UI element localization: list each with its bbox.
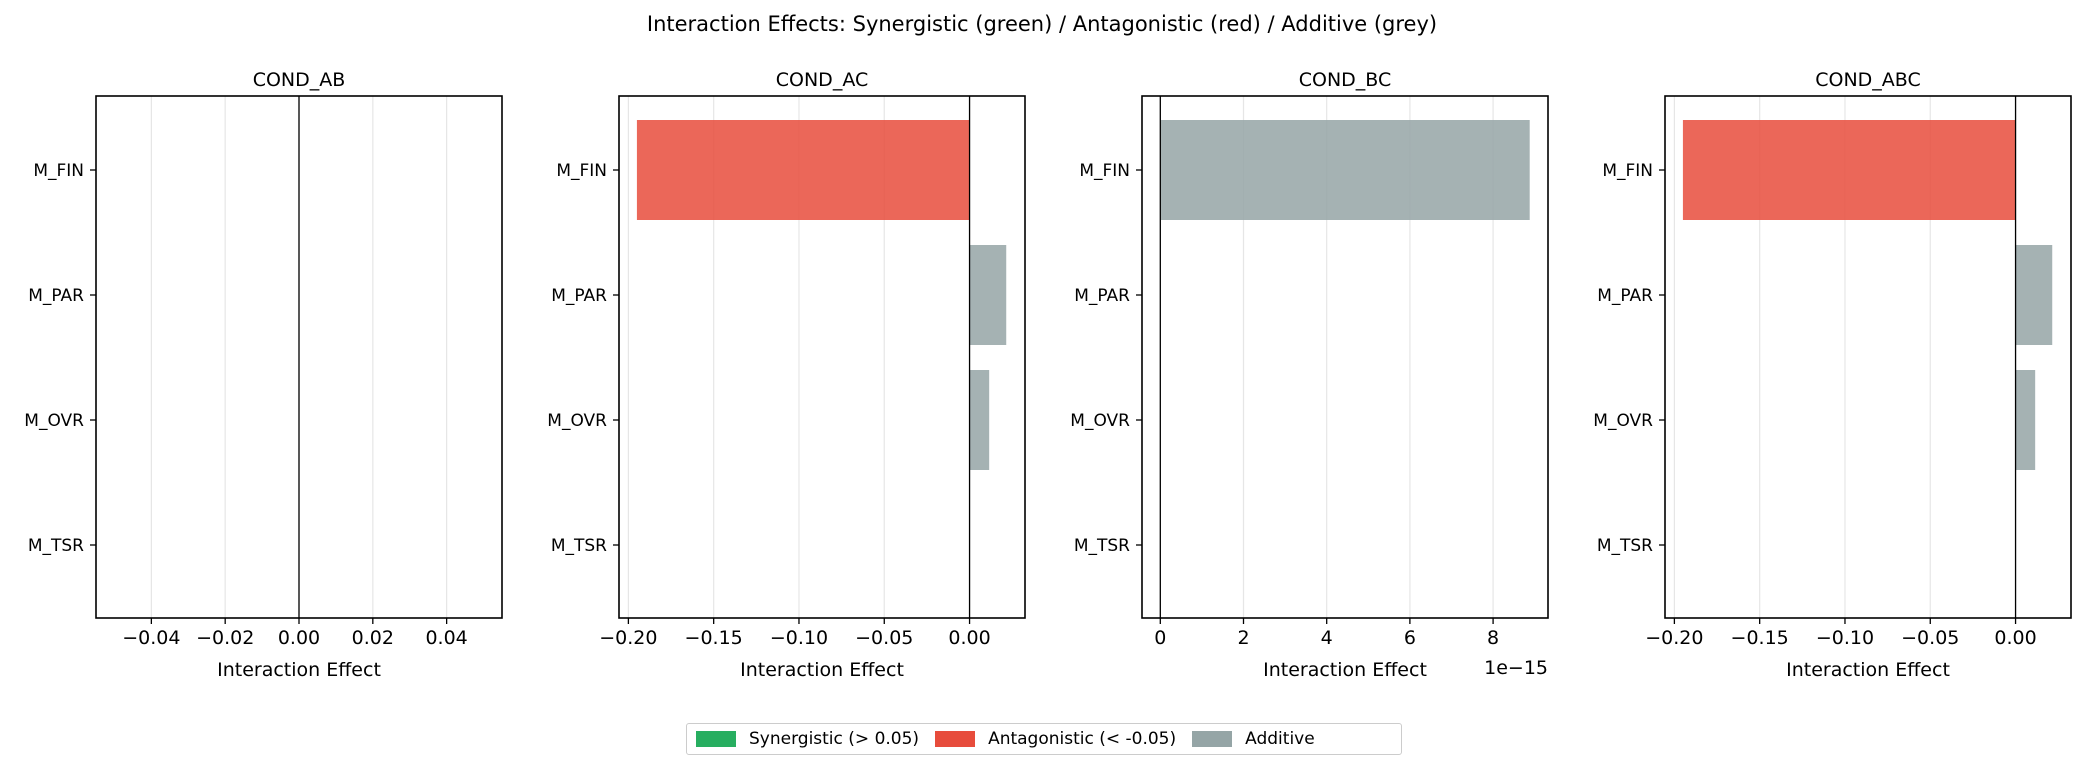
chart-cond-ac-xtick-label-3: −0.05 xyxy=(855,627,913,649)
chart-cond-ab-xlabel: Interaction Effect xyxy=(217,659,381,681)
chart-cond-abc-panel: M_FIN M_PAR M_OVR M_TSR −0.20 −0.15 −0.10 −0.05… xyxy=(1593,69,2072,681)
legend-swatch-additive xyxy=(1192,731,1233,747)
chart-cond-ac-title: COND_AC xyxy=(776,69,869,91)
chart-cond-ab-ytick-label-m-par: M_PAR xyxy=(28,286,84,306)
legend-swatch-antagonistic xyxy=(935,731,976,747)
chart-cond-bc-xtick-label-1: 2 xyxy=(1237,627,1249,649)
chart-cond-bc-xtick-label-4: 8 xyxy=(1487,627,1499,649)
legend-item-additive: Additive xyxy=(1188,729,1315,749)
chart-cond-abc-xtick-label-2: −0.10 xyxy=(1816,627,1874,649)
chart-cond-bc-xtick-label-2: 4 xyxy=(1321,627,1333,649)
chart-cond-abc-bar-m-par xyxy=(2015,245,2053,345)
chart-cond-ac-xtick-label-4: 0.00 xyxy=(948,627,990,649)
chart-cond-ac-xtick-label-2: −0.10 xyxy=(770,627,828,649)
chart-cond-abc-xtick-label-3: −0.05 xyxy=(1901,627,1959,649)
chart-cond-ab-ytick-label-m-fin: M_FIN xyxy=(33,161,84,181)
chart-cond-abc-ytick-label-m-ovr: M_OVR xyxy=(1593,411,1653,431)
chart-cond-abc-ytick-label-m-tsr: M_TSR xyxy=(1597,536,1653,556)
legend: Synergistic (> 0.05) Antagonistic (< -0.… xyxy=(686,723,1402,755)
chart-cond-bc-ytick-label-m-ovr: M_OVR xyxy=(1070,411,1130,431)
chart-cond-ac-ytick-label-m-ovr: M_OVR xyxy=(547,411,607,431)
chart-cond-abc-title: COND_ABC xyxy=(1815,69,1921,91)
chart-cond-ac-panel: M_FIN M_PAR M_OVR M_TSR −0.20 −0.15 −0.10 −0.05… xyxy=(547,69,1026,681)
chart-cond-ac-ytick-label-m-fin: M_FIN xyxy=(556,161,607,181)
chart-cond-abc-xlabel: Interaction Effect xyxy=(1786,659,1950,681)
legend-swatch-synergistic xyxy=(696,731,736,747)
chart-cond-bc-ytick-label-m-fin: M_FIN xyxy=(1079,161,1130,181)
chart-cond-ab-ytick-label-m-tsr: M_TSR xyxy=(28,536,84,556)
chart-cond-abc-ytick-label-m-par: M_PAR xyxy=(1597,286,1653,306)
chart-cond-ac-xtick-label-1: −0.15 xyxy=(685,627,743,649)
chart-cond-ab-xtick-label-2: 0.00 xyxy=(278,627,320,649)
chart-cond-abc-bar-m-fin xyxy=(1682,120,2016,220)
chart-cond-bc-panel: M_FIN M_PAR M_OVR M_TSR 0 2 4 6 8 COND_BC Interact… xyxy=(1070,69,1549,681)
legend-item-synergistic: Synergistic (> 0.05) xyxy=(692,729,919,749)
chart-cond-ac-xtick-label-0: −0.20 xyxy=(599,627,657,649)
chart-cond-ab-panel: M_FIN M_PAR M_OVR M_TSR −0.04 −0.02 0.00 0.02 0.… xyxy=(24,69,503,681)
chart-cond-bc-xtick-label-3: 6 xyxy=(1404,627,1416,649)
chart-cond-abc-xtick-label-1: −0.15 xyxy=(1731,627,1789,649)
chart-cond-ac-axes-frame xyxy=(618,95,1026,619)
chart-cond-ab-title: COND_AB xyxy=(253,69,346,91)
chart-cond-abc-xtick-label-4: 0.00 xyxy=(1994,627,2036,649)
chart-cond-ab-xtick-label-1: −0.02 xyxy=(196,627,254,649)
chart-cond-abc-ytick-label-m-fin: M_FIN xyxy=(1602,161,1653,181)
chart-cond-ab-xtick-label-4: 0.04 xyxy=(425,627,467,649)
chart-cond-abc-axes-frame xyxy=(1664,95,2072,619)
chart-cond-bc-xlabel: Interaction Effect xyxy=(1263,659,1427,681)
chart-cond-bc-ytick-label-m-tsr: M_TSR xyxy=(1074,536,1130,556)
chart-cond-ac-ytick-label-m-tsr: M_TSR xyxy=(551,536,607,556)
chart-cond-ab-xtick-label-0: −0.04 xyxy=(122,627,180,649)
legend-label-additive: Additive xyxy=(1245,729,1315,749)
chart-cond-ab-ytick-label-m-ovr: M_OVR xyxy=(24,411,84,431)
legend-label-antagonistic: Antagonistic (< -0.05) xyxy=(988,729,1177,749)
chart-cond-bc-xtick-label-0: 0 xyxy=(1154,627,1166,649)
figure-suptitle: Interaction Effects: Synergistic (green)… xyxy=(647,12,1437,36)
chart-cond-ac-xlabel: Interaction Effect xyxy=(740,659,904,681)
chart-cond-bc-title: COND_BC xyxy=(1299,69,1392,91)
chart-cond-abc-xtick-label-0: −0.20 xyxy=(1645,627,1703,649)
chart-cond-bc-ytick-label-m-par: M_PAR xyxy=(1074,286,1130,306)
chart-cond-abc-bar-m-ovr xyxy=(2015,370,2036,470)
chart-cond-ac-bar-m-fin xyxy=(636,120,970,220)
chart-cond-ab-xtick-label-3: 0.02 xyxy=(352,627,394,649)
chart-cond-ac-bar-m-ovr xyxy=(969,370,990,470)
chart-cond-ac-bar-m-par xyxy=(969,245,1007,345)
legend-label-synergistic: Synergistic (> 0.05) xyxy=(749,729,920,749)
legend-item-antagonistic: Antagonistic (< -0.05) xyxy=(931,729,1176,749)
chart-cond-bc-bar-m-fin xyxy=(1160,120,1530,220)
chart-cond-bc-axes-frame xyxy=(1141,95,1549,619)
chart-cond-bc-x-offset-label: 1e−15 xyxy=(1484,657,1548,679)
chart-cond-ac-ytick-label-m-par: M_PAR xyxy=(551,286,607,306)
